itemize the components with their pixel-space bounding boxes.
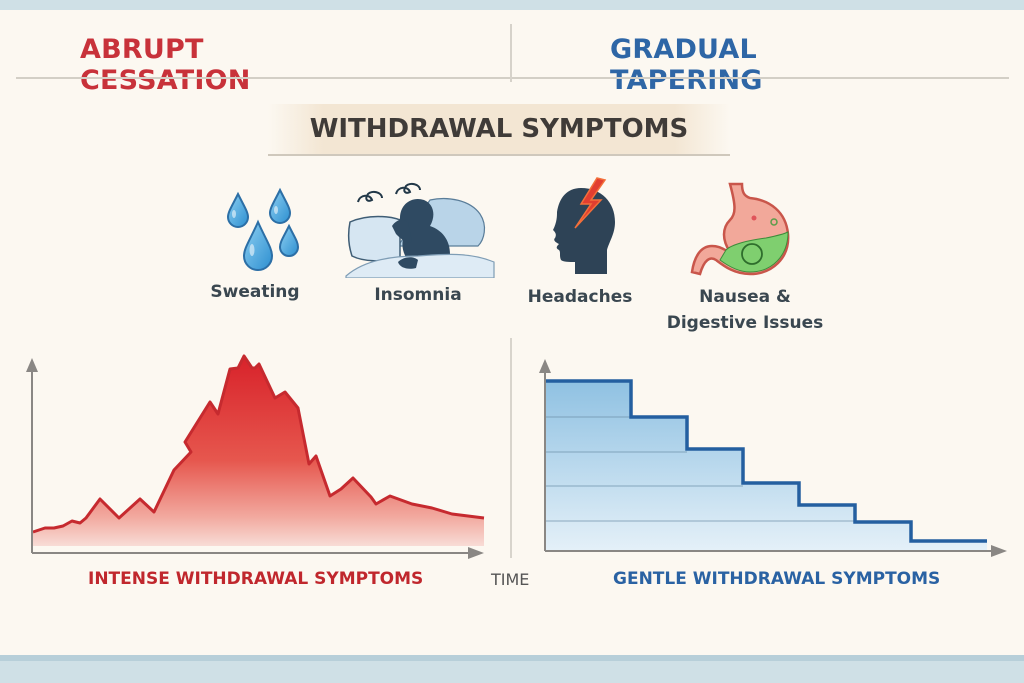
blue-step-series xyxy=(545,379,987,550)
left-chart-axes xyxy=(26,358,484,559)
top-border-band xyxy=(0,0,1024,10)
banner-title: WITHDRAWAL SYMPTOMS xyxy=(309,114,689,144)
symptom-label-nausea-line2: Digestive Issues xyxy=(666,313,824,333)
gradual-tapering-title: GRADUAL TAPERING xyxy=(610,34,763,96)
abrupt-cessation-chart xyxy=(26,354,485,559)
header-divider-right xyxy=(512,77,1009,79)
chart-divider xyxy=(510,338,512,558)
gentle-withdrawal-caption: GENTLE WITHDRAWAL SYMPTOMS xyxy=(613,569,941,589)
sweat-drops-icon xyxy=(226,187,300,271)
bottom-border-band xyxy=(0,655,1024,683)
intense-withdrawal-caption: INTENSE WITHDRAWAL SYMPTOMS xyxy=(88,569,424,589)
symptom-sweating: Sweating xyxy=(200,186,310,305)
time-axis-label: TIME xyxy=(491,570,530,589)
symptom-label-nausea-line1: Nausea & xyxy=(699,287,791,307)
symptom-label-insomnia: Insomnia xyxy=(374,285,462,305)
withdrawal-symptoms-banner: WITHDRAWAL SYMPTOMS xyxy=(268,104,730,156)
header-divider-left xyxy=(16,77,512,79)
head-with-lightning-icon xyxy=(553,177,615,274)
symptom-label-headaches: Headaches xyxy=(527,287,633,307)
header-vertical-divider xyxy=(510,24,512,82)
red-area-series xyxy=(32,354,485,546)
symptom-nausea-digestive: Nausea & Digestive Issues xyxy=(660,180,830,336)
right-chart-axes xyxy=(539,359,1007,557)
symptom-label-sweating: Sweating xyxy=(210,282,300,302)
insomnia-person-in-bed-icon xyxy=(345,182,495,278)
abrupt-cessation-title: ABRUPT CESSATION xyxy=(80,34,251,96)
stomach-icon xyxy=(690,182,790,276)
symptom-headaches: Headaches xyxy=(520,176,640,310)
gradual-tapering-chart xyxy=(539,359,1007,557)
symptom-insomnia: Insomnia xyxy=(338,180,498,308)
